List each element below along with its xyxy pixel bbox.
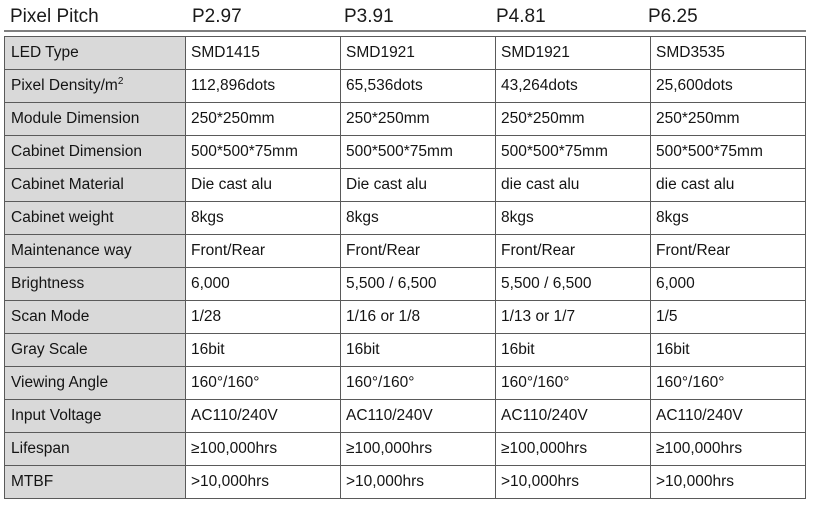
cell-value: Die cast alu — [185, 168, 341, 202]
cell-value: 8kgs — [185, 201, 341, 235]
cell-value: 8kgs — [495, 201, 651, 235]
cell-value: SMD1921 — [495, 36, 651, 70]
table-row: Gray Scale 16bit 16bit 16bit 16bit — [4, 333, 806, 367]
row-label: Scan Mode — [4, 300, 186, 334]
header-column-2: P3.91 — [344, 6, 394, 26]
cell-value: Die cast alu — [340, 168, 496, 202]
header-column-4: P6.25 — [648, 6, 698, 26]
cell-value: 1/16 or 1/8 — [340, 300, 496, 334]
cell-value: 250*250mm — [650, 102, 806, 136]
cell-value: SMD3535 — [650, 36, 806, 70]
table-row: Input Voltage AC110/240V AC110/240V AC110/2… — [4, 399, 806, 433]
cell-value: SMD1921 — [340, 36, 496, 70]
specification-table-body: LED Type SMD1415 SMD1921 SMD1921 SMD3535 Pixe… — [4, 36, 806, 499]
table-row: LED Type SMD1415 SMD1921 SMD1921 SMD3535 — [4, 36, 806, 70]
cell-value: 8kgs — [650, 201, 806, 235]
cell-value: 1/5 — [650, 300, 806, 334]
row-label: Cabinet Dimension — [4, 135, 186, 169]
row-label: Cabinet Material — [4, 168, 186, 202]
table-row: Brightness 6,000 5,500 / 6,500 5,500 / 6,50… — [4, 267, 806, 301]
cell-value: ≥100,000hrs — [340, 432, 496, 466]
cell-value: AC110/240V — [495, 399, 651, 433]
cell-value: 8kgs — [340, 201, 496, 235]
table-row: Cabinet Dimension 500*500*75mm 500*500*75m… — [4, 135, 806, 169]
cell-value: 1/13 or 1/7 — [495, 300, 651, 334]
cell-value: Front/Rear — [650, 234, 806, 268]
cell-value: 112,896dots — [185, 69, 341, 103]
cell-value: ≥100,000hrs — [185, 432, 341, 466]
cell-value: SMD1415 — [185, 36, 341, 70]
cell-value: 6,000 — [185, 267, 341, 301]
row-label-text: Pixel Density/m — [11, 76, 118, 94]
row-label: Lifespan — [4, 432, 186, 466]
cell-value: 160°/160° — [185, 366, 341, 400]
cell-value: 500*500*75mm — [185, 135, 341, 169]
cell-value: ≥100,000hrs — [495, 432, 651, 466]
cell-value: AC110/240V — [650, 399, 806, 433]
table-row: MTBF >10,000hrs >10,000hrs >10,000hrs >10,00… — [4, 465, 806, 499]
table-row: Pixel Density/m2 112,896dots 65,536dots 43,… — [4, 69, 806, 103]
cell-value: 16bit — [495, 333, 651, 367]
cell-value: 6,000 — [650, 267, 806, 301]
cell-value: 500*500*75mm — [495, 135, 651, 169]
row-label: Module Dimension — [4, 102, 186, 136]
header-underline-rule — [4, 30, 806, 32]
cell-value: 500*500*75mm — [650, 135, 806, 169]
cell-value: >10,000hrs — [185, 465, 341, 499]
row-label-superscript: 2 — [117, 75, 124, 87]
cell-value: 160°/160° — [340, 366, 496, 400]
cell-value: die cast alu — [650, 168, 806, 202]
cell-value: 1/28 — [185, 300, 341, 334]
table-row: Cabinet Material Die cast alu Die cast alu… — [4, 168, 806, 202]
table-row: Maintenance way Front/Rear Front/Rear Front… — [4, 234, 806, 268]
cell-value: >10,000hrs — [340, 465, 496, 499]
row-label: LED Type — [4, 36, 186, 70]
header-column-3: P4.81 — [496, 6, 546, 26]
cell-value: 250*250mm — [495, 102, 651, 136]
cell-value: 16bit — [650, 333, 806, 367]
cell-value: 16bit — [185, 333, 341, 367]
cell-value: die cast alu — [495, 168, 651, 202]
row-label: Cabinet weight — [4, 201, 186, 235]
cell-value: ≥100,000hrs — [650, 432, 806, 466]
row-label: MTBF — [4, 465, 186, 499]
cell-value: >10,000hrs — [495, 465, 651, 499]
row-label: Input Voltage — [4, 399, 186, 433]
row-label: Brightness — [4, 267, 186, 301]
row-label: Pixel Density/m2 — [4, 69, 186, 103]
cell-value: >10,000hrs — [650, 465, 806, 499]
cell-value: Front/Rear — [495, 234, 651, 268]
table-row: Cabinet weight 8kgs 8kgs 8kgs 8kgs — [4, 201, 806, 235]
cell-value: 43,264dots — [495, 69, 651, 103]
cell-value: 16bit — [340, 333, 496, 367]
cell-value: Front/Rear — [185, 234, 341, 268]
cell-value: 65,536dots — [340, 69, 496, 103]
specification-table: LED Type SMD1415 SMD1921 SMD1921 SMD3535 Pixe… — [4, 36, 806, 499]
cell-value: AC110/240V — [185, 399, 341, 433]
table-row: Scan Mode 1/28 1/16 or 1/8 1/13 or 1/7 1/5 — [4, 300, 806, 334]
table-header-row: Pixel Pitch P2.97 P3.91 P4.81 P6.25 — [0, 0, 821, 32]
cell-value: 160°/160° — [650, 366, 806, 400]
table-row: Module Dimension 250*250mm 250*250mm 250*25… — [4, 102, 806, 136]
row-label: Maintenance way — [4, 234, 186, 268]
cell-value: 250*250mm — [185, 102, 341, 136]
row-label: Gray Scale — [4, 333, 186, 367]
cell-value: 160°/160° — [495, 366, 651, 400]
cell-value: 250*250mm — [340, 102, 496, 136]
cell-value: 5,500 / 6,500 — [495, 267, 651, 301]
cell-value: Front/Rear — [340, 234, 496, 268]
row-label: Viewing Angle — [4, 366, 186, 400]
cell-value: 25,600dots — [650, 69, 806, 103]
table-row: Viewing Angle 160°/160° 160°/160° 160°/160°… — [4, 366, 806, 400]
cell-value: 5,500 / 6,500 — [340, 267, 496, 301]
table-row: Lifespan ≥100,000hrs ≥100,000hrs ≥100,000hr… — [4, 432, 806, 466]
cell-value: 500*500*75mm — [340, 135, 496, 169]
header-column-1: P2.97 — [192, 6, 242, 26]
header-label-pixel-pitch: Pixel Pitch — [10, 6, 99, 26]
cell-value: AC110/240V — [340, 399, 496, 433]
